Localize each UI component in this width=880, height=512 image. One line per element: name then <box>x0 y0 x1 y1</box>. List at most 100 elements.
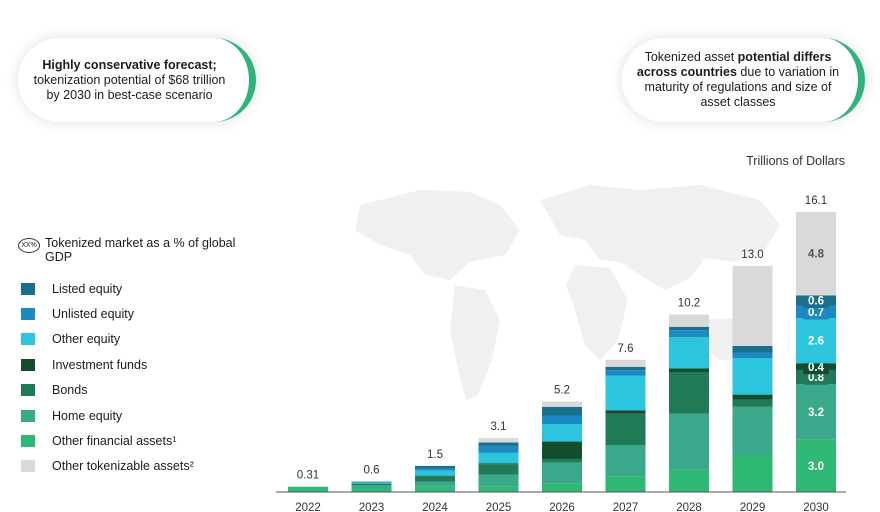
legend-items: Listed equity Unlisted equity Other equity… <box>18 276 248 479</box>
bar-segment <box>542 458 582 463</box>
legend-label: Other equity <box>52 332 121 347</box>
bar-segment <box>732 345 773 353</box>
bar-segment <box>351 482 392 484</box>
bar-segment <box>669 413 709 470</box>
legend-item: Bonds <box>18 378 248 403</box>
bar-segment <box>478 445 519 453</box>
legend-item: Unlisted equity <box>18 301 248 326</box>
bar-segment <box>351 488 392 492</box>
legend-label: Investment funds <box>52 357 148 372</box>
bar-segment <box>478 486 519 492</box>
legend-item: Other equity <box>18 327 248 352</box>
bar-segment <box>478 442 519 446</box>
country-callout-text2: due to variation in maturity of regulati… <box>644 65 840 109</box>
bar-segment <box>732 399 773 407</box>
segment-label-bg <box>803 293 829 309</box>
bars-group: 0.31 2022 0.6 2023 1.5 2024 3.1 2025 5.2 2026 7.6 2… <box>288 195 836 512</box>
year-tick-label: 2028 <box>676 502 702 512</box>
legend-label: Unlisted equity <box>52 307 134 322</box>
bar-segment <box>605 366 646 371</box>
bar-segment <box>415 486 455 492</box>
bar-total-label: 5.2 <box>554 385 570 397</box>
bar-segment <box>478 452 519 464</box>
legend-swatch <box>21 435 35 448</box>
bar-segment <box>669 314 709 327</box>
year-tick-label: 2029 <box>740 502 766 512</box>
legend-item: Investment funds <box>18 352 248 377</box>
bar-segment <box>542 483 582 492</box>
legend-pct-entry: XX% Tokenized market as a % of global GD… <box>18 236 248 264</box>
year-tick-label: 2023 <box>359 502 385 512</box>
country-callout-text1: Tokenized asset <box>644 50 738 64</box>
bar-segment <box>732 394 773 400</box>
bar-segment <box>415 475 455 477</box>
legend-item: Listed equity <box>18 276 248 301</box>
legend-swatch <box>21 333 35 346</box>
bar-segment <box>605 359 646 367</box>
bar-segment <box>732 358 773 395</box>
bar-segment <box>669 372 709 414</box>
bar-total-label: 13.0 <box>741 249 763 261</box>
legend-label: Home equity <box>52 408 123 423</box>
legend-label: Listed equity <box>52 281 123 296</box>
legend-item: Other tokenizable assets² <box>18 454 248 479</box>
segment-label-bg <box>803 333 829 349</box>
bar-total-label: 0.6 <box>364 465 380 477</box>
year-tick-label: 2026 <box>549 502 575 512</box>
bar-segment <box>796 212 836 296</box>
legend-swatch <box>21 282 35 295</box>
bar-segment <box>351 485 392 489</box>
bar-segment <box>351 483 392 486</box>
bar-total-label: 0.31 <box>297 470 319 482</box>
bar-segment <box>542 401 582 407</box>
legend-item: Other financial assets¹ <box>18 428 248 453</box>
bar-total-label: 7.6 <box>618 343 634 355</box>
bar-segment <box>478 463 519 465</box>
bar-segment <box>542 424 582 442</box>
segment-value-label: 0.7 <box>808 307 824 319</box>
bar-segment <box>288 486 328 492</box>
segment-value-label: 3.2 <box>808 407 824 419</box>
bar-segment <box>542 462 582 484</box>
bar-segment <box>605 476 646 492</box>
legend-swatch <box>21 384 35 397</box>
year-tick-label: 2027 <box>613 502 639 512</box>
bar-segment <box>732 406 773 456</box>
bar-segment <box>415 470 455 476</box>
country-variation-callout: Tokenized asset potential differs across… <box>622 38 865 122</box>
forecast-callout-text: tokenization potential of $68 trillion b… <box>33 72 226 102</box>
bar-segment <box>605 410 646 414</box>
year-tick-label: 2022 <box>295 502 321 512</box>
bar-segment <box>669 368 709 372</box>
year-tick-label: 2024 <box>422 502 448 512</box>
bar-segment <box>542 441 582 459</box>
bar-segment <box>605 370 646 376</box>
legend-swatch <box>21 308 35 321</box>
bar-segment <box>415 481 455 487</box>
bar-segment <box>669 330 709 338</box>
bar-segment <box>478 474 519 487</box>
legend-label: Bonds <box>52 383 88 398</box>
bar-total-label: 10.2 <box>678 298 700 310</box>
bar-total-label: 1.5 <box>427 449 443 461</box>
legend-pct-label: Tokenized market as a % of global GDP <box>45 236 236 264</box>
percent-badge-icon: XX% <box>18 238 40 253</box>
bar-segment <box>669 337 709 369</box>
bar-segment <box>605 413 646 446</box>
forecast-callout: Highly conservative forecast; tokenizati… <box>18 38 256 122</box>
legend-label: Other tokenizable assets² <box>52 459 194 474</box>
segment-value-label: 4.8 <box>808 249 825 261</box>
bar-segment <box>542 415 582 425</box>
segment-value-label: 0.8 <box>808 372 825 384</box>
legend-swatch <box>21 409 35 422</box>
bar-segment <box>415 476 455 482</box>
bar-segment <box>478 464 519 475</box>
bar-total-label: 16.1 <box>805 195 827 207</box>
bar-segment <box>542 406 582 416</box>
year-tick-label: 2025 <box>486 502 512 512</box>
bar-segment <box>605 375 646 411</box>
bar-segment <box>669 469 709 492</box>
bar-segment <box>796 439 836 492</box>
segment-value-label: 3.0 <box>808 461 824 473</box>
